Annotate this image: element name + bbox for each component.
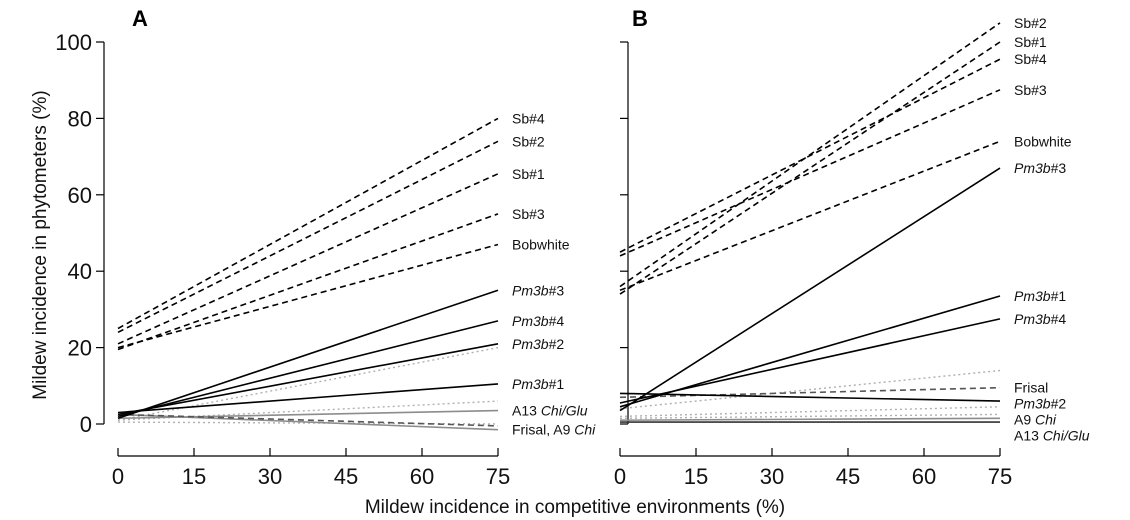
series-line-bobwhite <box>619 140 1001 292</box>
series-line-frisal <box>619 386 1001 399</box>
series-label: Pm3b#3 <box>1014 160 1066 176</box>
series-line-pm3b-2 <box>619 392 1001 402</box>
series-label: Sb#2 <box>512 133 545 149</box>
series-label: Sb#3 <box>1014 82 1047 98</box>
y-tick-label: 0 <box>80 412 92 437</box>
series-line-pm3b-1 <box>117 383 499 414</box>
series-line-sb-1 <box>619 41 1001 295</box>
x-tick-label: 75 <box>486 464 510 489</box>
series-line-a9-chi <box>619 417 1001 422</box>
y-tick-label: 80 <box>68 106 92 131</box>
x-axis-title: Mildew incidence in competitive environm… <box>365 497 785 518</box>
y-tick-label: 60 <box>68 183 92 208</box>
x-tick-label: 15 <box>182 464 206 489</box>
series-line-unlabeled <box>619 406 1001 418</box>
series-label: Sb#4 <box>512 110 545 126</box>
panel-letter: B <box>632 6 648 31</box>
series-label: Pm3b#1 <box>512 376 564 392</box>
x-tick-label: 30 <box>760 464 784 489</box>
x-tick-label: 75 <box>988 464 1012 489</box>
series-label: Pm3b#3 <box>512 282 564 298</box>
x-tick-label: 60 <box>410 464 434 489</box>
series-line-unlabeled <box>117 421 499 425</box>
series-label: A13 Chi/Glu <box>1014 428 1090 444</box>
y-tick-label: 100 <box>55 30 92 55</box>
x-tick-label: 60 <box>912 464 936 489</box>
series-label: Bobwhite <box>1014 133 1072 149</box>
series-label: Sb#1 <box>1014 34 1047 50</box>
series-line-pm3b-3 <box>117 289 499 420</box>
series-label: A9 Chi <box>1014 412 1057 428</box>
series-line-unlabeled <box>117 400 499 421</box>
series-line-pm3b-4 <box>117 320 499 418</box>
series-label: A13 Chi/Glu <box>512 403 588 419</box>
panel-a: A 0 20 40 60 80 100 0 15 30 45 60 75 Sb#4 Sb#2 Sb#1 Sb#3… <box>55 6 596 489</box>
series-label: Pm3b#2 <box>512 336 564 352</box>
series-label: Pm3b#2 <box>1014 396 1066 412</box>
y-tick-label: 40 <box>68 259 92 284</box>
series-line-sb-2 <box>619 22 1001 288</box>
series-label: Sb#2 <box>1014 15 1047 31</box>
series-line-pm3b-4 <box>619 318 1001 404</box>
series-line-pm3b-3 <box>619 167 1001 412</box>
series-label: Pm3b#1 <box>1014 288 1066 304</box>
series-label: Pm3b#4 <box>1014 311 1066 327</box>
series-line-unlabeled <box>619 369 1001 410</box>
series-line-sb-2 <box>117 140 499 334</box>
y-axis-title: Mildew incidence in phytometers (%) <box>30 90 51 399</box>
series-label: Sb#4 <box>1014 51 1047 67</box>
series-label: Frisal, A9 Chi <box>512 422 596 438</box>
series-label: Sb#1 <box>512 166 545 182</box>
series-label: Sb#3 <box>512 206 545 222</box>
series-line-sb-4 <box>117 117 499 330</box>
series-label: Pm3b#4 <box>512 313 564 329</box>
series-line-unlabeled <box>619 413 1001 419</box>
series-line-unlabeled <box>117 413 499 427</box>
series-line-sb-3 <box>117 213 499 351</box>
series-line-sb-1 <box>117 173 499 345</box>
x-tick-label: 0 <box>112 464 124 489</box>
series-line-unlabeled <box>117 346 499 421</box>
series-line-pm3b-2 <box>117 343 499 416</box>
series-line-bobwhite <box>117 243 499 349</box>
series-label: Frisal <box>1014 380 1048 396</box>
series-line-sb-4 <box>619 58 1001 253</box>
x-tick-label: 15 <box>684 464 708 489</box>
y-tick-label: 20 <box>68 336 92 361</box>
series-label: Bobwhite <box>512 237 570 253</box>
x-tick-label: 45 <box>836 464 860 489</box>
panel-letter: A <box>132 6 148 31</box>
x-tick-label: 30 <box>258 464 282 489</box>
series-line-sb-3 <box>619 89 1001 257</box>
panel-b: B 0 15 30 45 60 75 Sb#2 Sb#1Sb#4 Sb#3 Bobwhite Pm3b… <box>614 6 1090 489</box>
x-tick-label: 45 <box>334 464 358 489</box>
x-tick-label: 0 <box>614 464 626 489</box>
